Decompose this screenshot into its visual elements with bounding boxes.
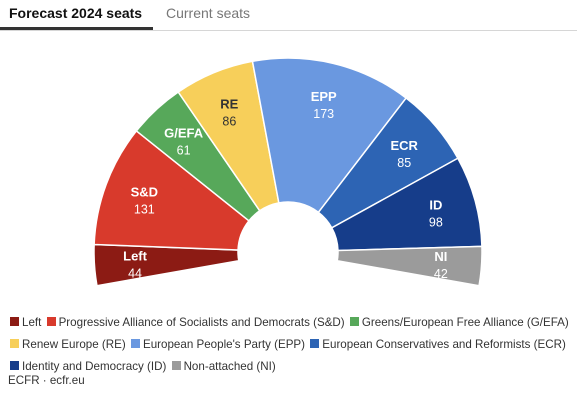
legend-label: Identity and Democracy (ID) [22,360,167,373]
hemicycle-chart: Left 44 S&D 131 G/EFA 61 RE 86 EPP 173 ECR 85 ID 98 NI… [93,57,483,287]
segment-epp[interactable] [251,57,408,214]
segment-ni[interactable] [336,245,483,287]
legend-label: Non-attached (NI) [183,360,276,373]
legend-item: European Conservatives and Reformists (E… [308,338,566,351]
legend-swatch [10,317,19,326]
legend-swatch [10,361,19,370]
segment-value: 86 [222,114,236,128]
segment-label: RE [220,96,238,111]
segment-label: S&D [131,185,158,200]
legend-item: Greens/European Free Alliance (G/EFA) [348,316,569,329]
tab-bar: Forecast 2024 seats Current seats [0,0,577,31]
legend-item: Left [8,316,41,329]
legend-item: European People's Party (EPP) [129,338,305,351]
segment-value: 85 [397,156,411,170]
segment-left[interactable] [93,243,240,287]
legend-item: Identity and Democracy (ID) [8,360,166,373]
legend-label: Progressive Alliance of Socialists and D… [58,316,345,329]
tab-current-seats[interactable]: Current seats [166,5,251,21]
source-credit: ECFR · ecfr.eu [8,374,85,387]
segment-label: NI [434,249,447,264]
legend-label: Left [22,316,42,329]
segment-label: ECR [390,138,418,153]
segment-value: 173 [313,107,334,121]
legend-swatch [310,339,320,348]
segment-label: EPP [311,89,337,104]
segment-s-d[interactable] [93,129,250,251]
legend-swatch [130,339,140,348]
legend-swatch [349,317,359,326]
chart-legend: Left Progressive Alliance of Socialists … [8,312,570,378]
legend-label: European People's Party (EPP) [142,338,306,351]
legend-label: Greens/European Free Alliance (G/EFA) [361,316,569,329]
segment-value: 44 [128,266,142,280]
legend-swatch [171,361,181,370]
segment-value: 42 [434,267,448,281]
legend-item: Progressive Alliance of Socialists and D… [45,316,345,329]
legend-item: Non-attached (NI) [170,360,276,373]
legend-swatch [46,317,56,326]
segment-label: Left [123,248,148,263]
active-tab-indicator [0,27,153,30]
tab-forecast-2024-seats[interactable]: Forecast 2024 seats [9,5,143,21]
segment-label: G/EFA [164,126,204,141]
legend-label: Renew Europe (RE) [22,338,126,351]
legend-swatch [10,339,19,348]
legend-item: Renew Europe (RE) [8,338,126,351]
legend-label: European Conservatives and Reformists (E… [322,338,566,351]
segment-value: 98 [429,216,443,230]
segment-value: 61 [177,144,191,158]
segment-label: ID [429,198,442,213]
segment-value: 131 [134,203,155,217]
